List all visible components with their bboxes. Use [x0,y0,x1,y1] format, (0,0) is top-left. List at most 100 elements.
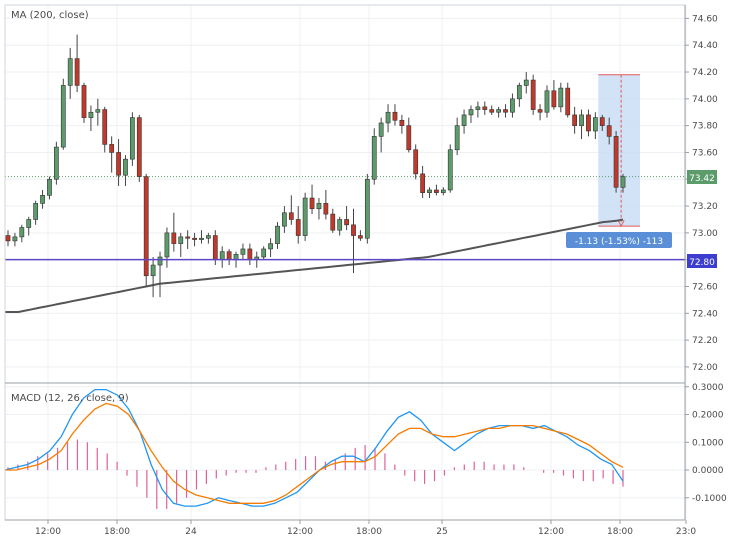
candle [530,74,536,115]
x-tick-label: 12:00 [538,527,564,537]
candle [47,176,52,200]
candle-body [295,219,301,236]
candle-body [358,235,363,239]
candle-body [309,197,315,210]
y-tick-label: 73.60 [692,148,718,158]
candle-body [392,111,398,121]
candle [95,98,101,126]
x-tick-label: 18:00 [356,527,382,537]
candle [323,189,329,220]
candle [123,155,128,186]
candle-body [510,98,515,113]
macd-y-tick-label: 0.1000 [692,438,724,448]
measure-tool [598,74,640,228]
candle [461,109,467,134]
x-tick-label: 23:0 [676,527,696,537]
candle-body [247,248,253,260]
candle-body [406,125,412,151]
candle-body [606,125,612,137]
candle [282,206,287,233]
y-tick-label: 72.20 [692,336,718,346]
candle-body [599,117,605,126]
candle-body [537,109,543,113]
candle [613,131,619,193]
candle [620,173,626,193]
candle-body [544,90,550,113]
candle-body [364,178,370,239]
candle-body [440,189,446,193]
candle [130,112,135,166]
candle-body [482,106,488,110]
candle [399,114,405,134]
candle-body [212,235,218,260]
candle-body [12,236,18,242]
candle-body [579,114,584,126]
candle [447,144,453,193]
candle-body [233,254,239,260]
candle-body [19,227,25,238]
candle [440,187,446,196]
candle [337,216,343,236]
candle-body [454,125,460,151]
candle-body [95,109,101,113]
candle [116,139,121,186]
candle-body [60,85,66,148]
candle-body [26,219,32,228]
candle [420,165,425,199]
candle [434,184,439,196]
candle [392,104,398,126]
candle-body [67,58,73,86]
y-tick-label: 74.40 [692,41,718,51]
y-tick-label: 74.20 [692,68,718,78]
candle-body [192,237,197,240]
candle-body [157,256,163,266]
candle-body [427,189,432,193]
axes: 74.6074.4074.2074.0073.8073.6073.4073.20… [4,4,727,537]
ma-line-layer [5,176,685,313]
x-tick-label: 12:00 [287,527,313,537]
candle-body [613,136,619,188]
candle-body [226,251,232,260]
candle [385,104,391,133]
candle [295,206,301,244]
macd-y-tick-label: -0.1000 [692,494,727,504]
candle-body [523,79,529,86]
measure-label: -1.13 (-1.53%) -113 [566,232,672,248]
candle-body [123,158,128,176]
candle [599,114,605,131]
candle [185,230,191,249]
candle-body [530,79,536,110]
candle-body [447,149,453,191]
candle-body [199,237,204,240]
last-price-tag: 73.42 [687,170,717,184]
candle [586,109,591,137]
candle [240,243,246,260]
candle [67,47,73,99]
candle [261,246,267,260]
candle [468,105,474,123]
candle [475,101,481,118]
candle-body [74,58,80,86]
candle-body [496,109,501,113]
candle [510,93,515,118]
candle [88,105,94,131]
candle-body [475,106,481,110]
signal-line [5,402,624,504]
candle-body [323,203,329,215]
candles-layer [5,34,626,298]
candle [496,106,501,118]
candle-body [302,197,308,236]
candle [219,246,225,268]
candle-body [81,85,87,118]
candle [171,212,177,252]
main-indicator-title: MA (200, close) [11,10,89,21]
ma200-line [5,218,624,313]
macd-y-tick-label: 0.3000 [692,383,724,393]
hline-price-tag: 72.80 [687,254,717,268]
candle [330,208,336,233]
candle [5,230,11,247]
candle-body [489,109,495,113]
candle [143,173,149,287]
candle-body [330,213,336,231]
